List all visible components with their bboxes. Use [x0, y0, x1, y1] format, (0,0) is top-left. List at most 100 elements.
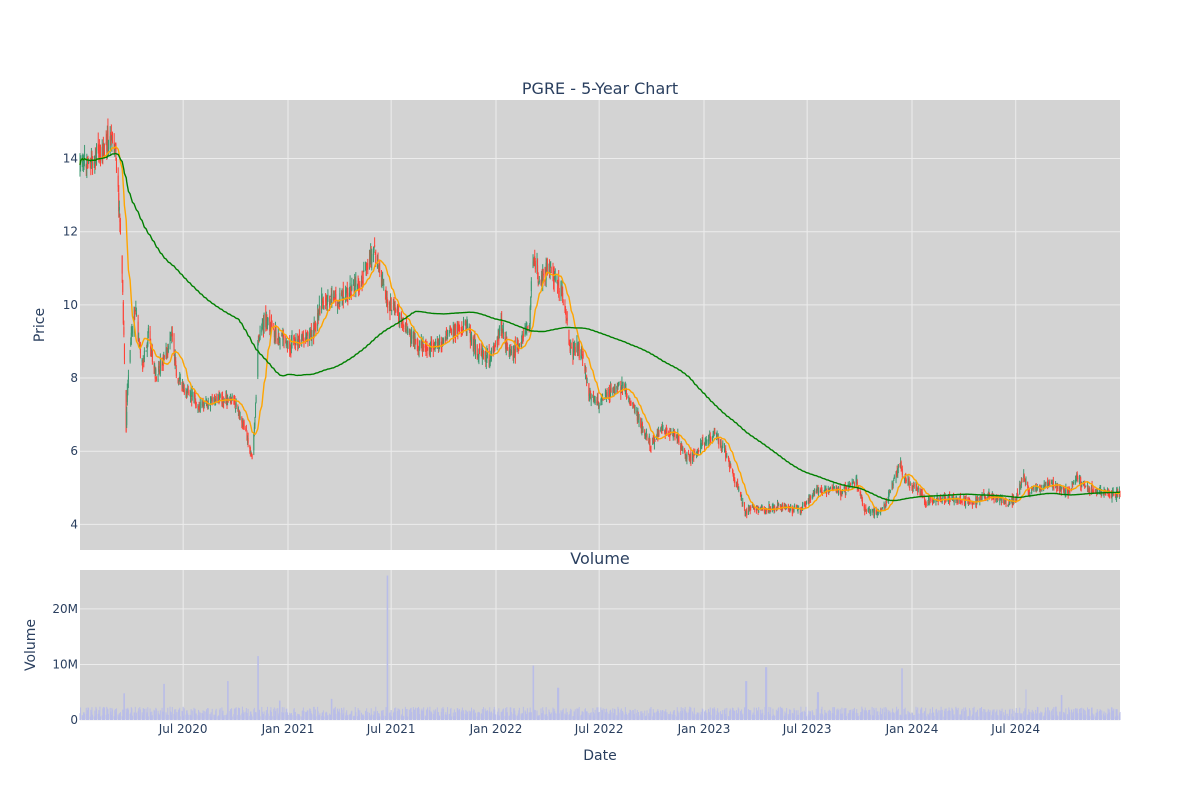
volume-bar — [191, 710, 193, 720]
candle-body — [329, 300, 331, 304]
volume-bar — [510, 707, 512, 720]
volume-bar — [1020, 713, 1022, 720]
volume-bar — [205, 711, 207, 720]
candle-body — [170, 334, 172, 335]
volume-bar — [90, 709, 92, 720]
volume-bar — [139, 707, 141, 720]
volume-bar — [213, 716, 215, 720]
candle-body — [764, 512, 766, 514]
volume-bar — [467, 711, 469, 720]
volume-bar — [672, 711, 674, 720]
candle-body — [604, 390, 606, 397]
volume-bar — [812, 712, 814, 720]
candle-body — [407, 328, 409, 334]
candle-body — [545, 262, 547, 281]
volume-bar — [620, 708, 622, 720]
volume-bar — [198, 709, 200, 720]
candle-body — [592, 394, 594, 398]
volume-bar — [1019, 714, 1021, 720]
volume-bar — [443, 708, 445, 720]
candle-body — [473, 340, 475, 350]
volume-bar — [716, 710, 718, 720]
volume-bar — [739, 710, 741, 720]
candle-body — [306, 332, 308, 336]
candle-body — [82, 161, 84, 170]
volume-bar — [465, 710, 467, 720]
candle-body — [997, 495, 999, 501]
candle-body — [1016, 493, 1018, 498]
volume-bar — [897, 710, 899, 720]
candle-body — [261, 326, 263, 333]
volume-bar — [81, 715, 83, 720]
volume-bar — [688, 712, 690, 720]
volume-bar — [664, 711, 666, 720]
volume-bar — [377, 716, 379, 720]
volume-bar — [281, 707, 283, 720]
volume-bar — [661, 711, 663, 720]
volume-bar — [760, 713, 762, 720]
candle-body — [358, 291, 360, 292]
volume-bar — [729, 708, 731, 720]
candle-body — [1098, 489, 1100, 493]
volume-bar — [489, 707, 491, 720]
volume-bar — [600, 707, 602, 720]
candle-body — [681, 448, 683, 450]
candle-body — [768, 505, 770, 511]
volume-bar — [566, 714, 568, 720]
candle-body — [141, 359, 143, 362]
candle-body — [245, 429, 247, 431]
volume-bar — [709, 707, 711, 720]
candle-body — [359, 284, 361, 291]
candle-body — [792, 510, 794, 512]
volume-bar — [488, 711, 490, 720]
candle-body — [270, 323, 272, 327]
candle-body — [697, 450, 699, 452]
volume-bar — [366, 715, 368, 720]
volume-bar — [873, 709, 875, 720]
volume-bar — [501, 711, 503, 720]
volume-bar — [618, 708, 620, 720]
volume-bar — [1096, 709, 1098, 720]
volume-bar — [334, 709, 336, 720]
price-y-tick-label: 4 — [70, 517, 78, 531]
volume-bar — [179, 707, 181, 720]
candle-body — [417, 345, 419, 350]
candle-body — [837, 486, 839, 494]
volume-bar — [330, 714, 332, 720]
candle-body — [773, 505, 775, 511]
volume-bar — [444, 714, 446, 720]
candle-body — [680, 443, 682, 451]
candle-body — [1105, 493, 1107, 495]
candle-body — [150, 351, 152, 353]
candle-body — [350, 293, 352, 296]
candle-body — [586, 382, 588, 383]
volume-bar — [147, 707, 149, 720]
candle-body — [399, 313, 401, 323]
candle-body — [254, 419, 256, 426]
candle-body — [750, 506, 752, 509]
candle-body — [319, 310, 321, 316]
candle-body — [283, 336, 285, 346]
candle-body — [900, 462, 902, 468]
candle-body — [837, 490, 839, 492]
candle-body — [209, 405, 211, 406]
candle-body — [549, 265, 551, 278]
volume-bar — [142, 707, 144, 720]
volume-bar — [186, 710, 188, 720]
candle-body — [961, 501, 963, 503]
candle-body — [438, 341, 440, 350]
candle-body — [534, 256, 536, 264]
volume-bar — [87, 707, 89, 720]
candle-body — [562, 292, 564, 303]
volume-bar — [294, 711, 296, 720]
candle-body — [730, 465, 732, 469]
candle-body — [1064, 493, 1066, 494]
volume-bar — [805, 706, 807, 720]
candle-body — [286, 346, 288, 348]
candle-body — [621, 381, 623, 392]
candle-body — [965, 496, 967, 498]
volume-bar — [836, 711, 838, 720]
candle-body — [313, 321, 315, 333]
candle-body — [1017, 493, 1019, 497]
candle-body — [265, 313, 267, 328]
